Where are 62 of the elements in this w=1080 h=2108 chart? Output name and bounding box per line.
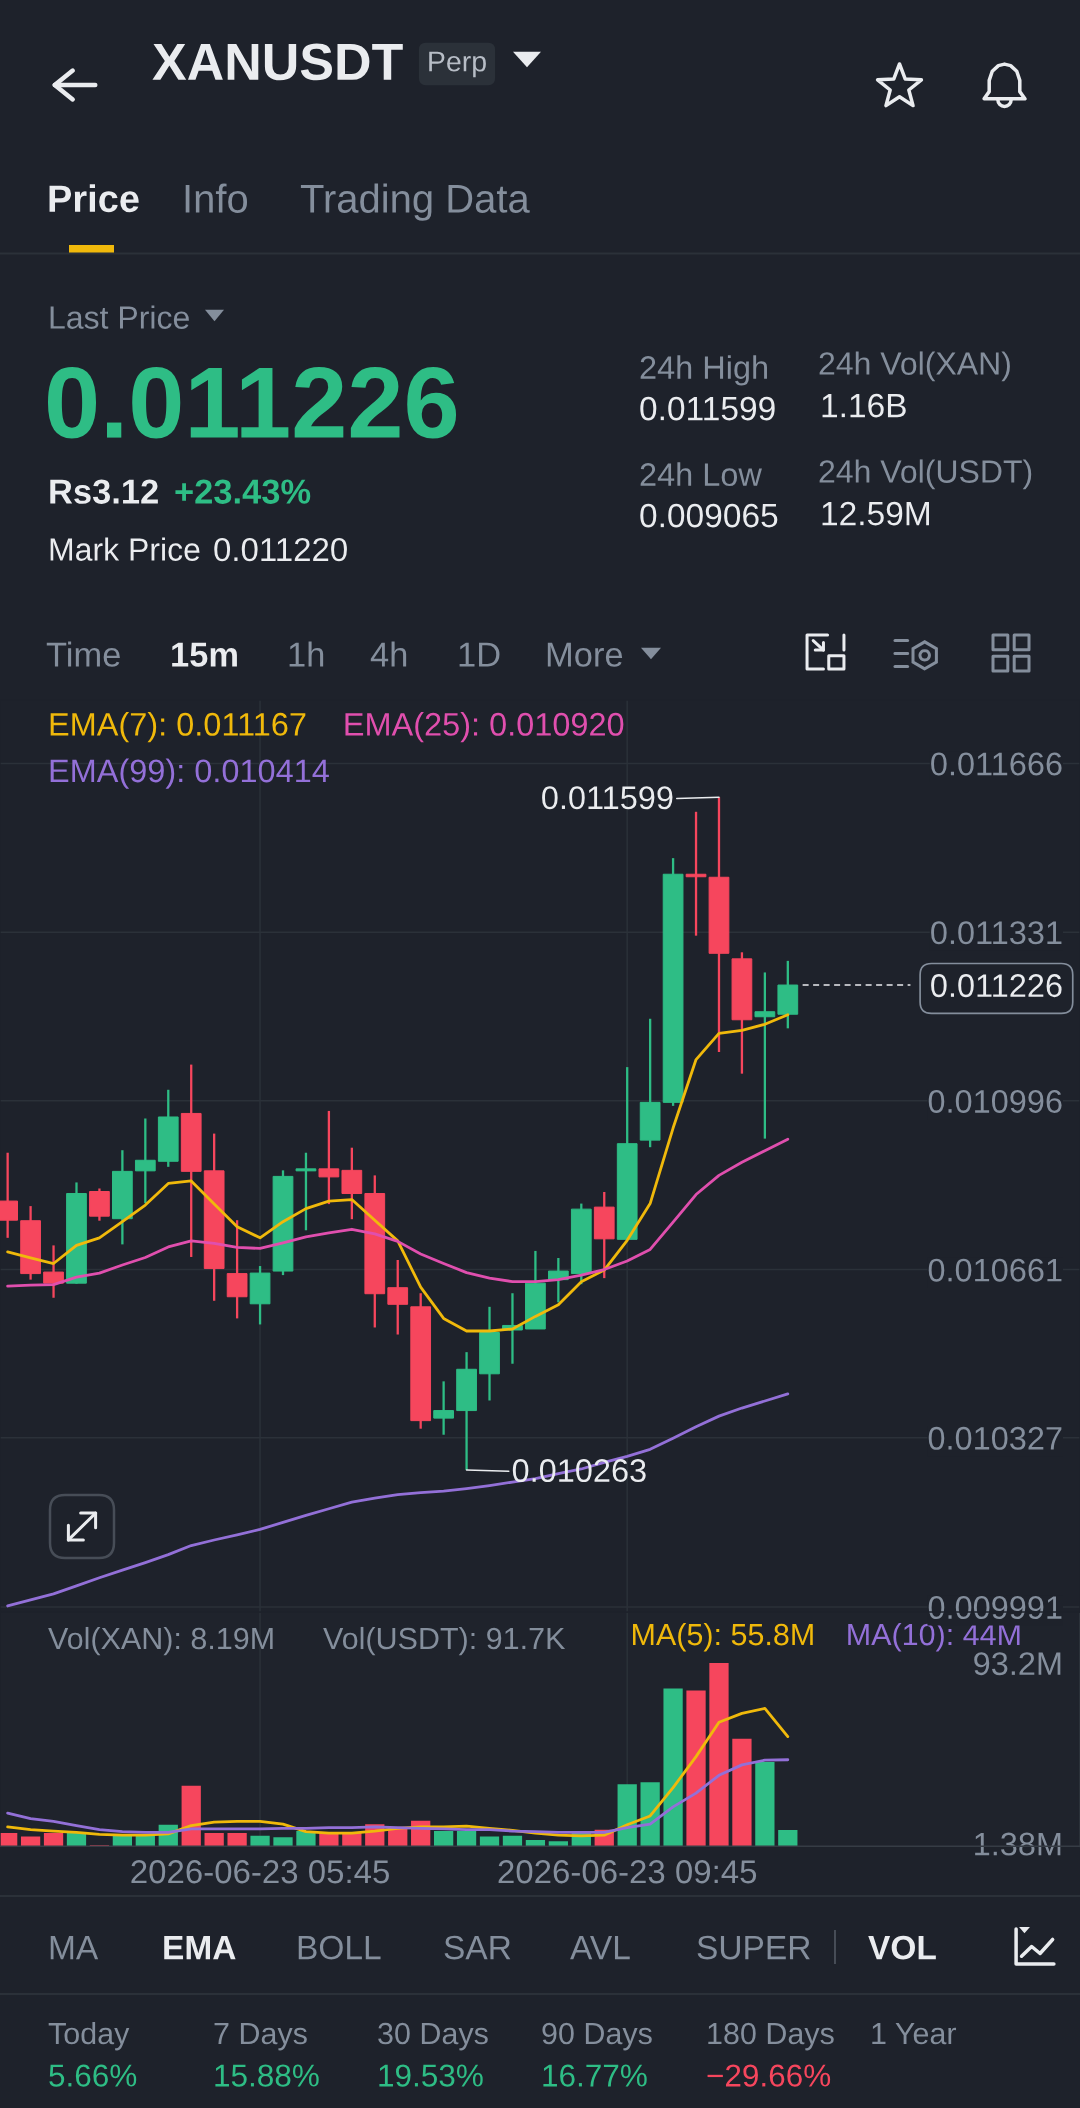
text: 0.011599 — [640, 396, 775, 421]
y-tick-label: 1.38M — [975, 1832, 1061, 1856]
text: 15.88% — [215, 2064, 319, 2087]
text: Price — [49, 184, 139, 213]
y-tick-label: 0.011331 — [931, 921, 1062, 945]
y-tick-label: 0.009991 — [928, 1596, 1062, 1620]
text: 1D — [459, 642, 500, 667]
text: 19.53% — [379, 2064, 483, 2087]
text: MA — [50, 1936, 99, 1960]
text: More — [547, 642, 623, 667]
text: 30 Days — [378, 2022, 488, 2051]
text: VOL — [868, 1935, 936, 1960]
y-tick-label: 0.010661 — [928, 1258, 1062, 1282]
text: 1.16B — [822, 393, 906, 418]
annotation: Vol(XAN): 8.19M — [48, 1626, 273, 1656]
text: 180 Days — [708, 2022, 834, 2051]
text: 1 Year — [872, 2023, 957, 2045]
text: XANUSDT — [152, 43, 403, 81]
text: 24h Vol(XAN) — [819, 351, 1010, 382]
annotation: Vol(USDT): 91.7K — [323, 1626, 566, 1656]
y-tick-label: 0.010996 — [928, 1089, 1062, 1113]
ref-line-label: 0.011226 — [931, 974, 1062, 998]
text: 4h — [370, 641, 407, 667]
text: 90 Days — [542, 2022, 652, 2051]
text: 12.59M — [822, 501, 929, 526]
text: 0.011220 — [214, 537, 347, 562]
text: Last Price — [50, 305, 189, 329]
text: Mark Price — [50, 537, 200, 561]
text: BOLL — [298, 1935, 381, 1960]
x-tick-label: 2026-06-23 09:45 — [498, 1860, 757, 1884]
text: EMA — [164, 1936, 236, 1960]
y-tick-label: 0.011666 — [931, 752, 1062, 776]
text: 24h Low — [640, 462, 762, 487]
text: 15m — [172, 642, 237, 667]
text: Time — [46, 641, 120, 667]
text: Info — [185, 183, 248, 213]
y-tick-label: 0.010327 — [928, 1426, 1062, 1450]
text: 0.009065 — [640, 503, 778, 528]
text: SUPER — [697, 1935, 810, 1960]
text: EMA(25): 0.010920 — [345, 712, 624, 743]
text: 5.66% — [49, 2064, 137, 2087]
text: EMA(99): 0.010414 — [50, 758, 329, 789]
text: 24h High — [640, 355, 767, 386]
text: −29.66% — [707, 2064, 831, 2087]
y-tick-label: 93.2M — [974, 1652, 1061, 1676]
text: Perp — [429, 51, 486, 78]
text: 7 Days — [214, 2023, 307, 2051]
text: EMA(7): 0.011167 — [50, 712, 306, 743]
text: Trading Data — [300, 183, 530, 221]
text: MA(10): 44M — [848, 1623, 1020, 1652]
text: AVL — [570, 1936, 630, 1960]
text: Rs3.12 — [50, 479, 158, 504]
text: 24h Vol(USDT) — [819, 459, 1032, 490]
text: 1h — [289, 641, 324, 667]
text: SAR — [444, 1935, 511, 1960]
x-tick-label: 2026-06-23 05:45 — [131, 1860, 389, 1884]
annotation: 0.011599 — [542, 786, 673, 810]
text: MA(5): 55.8M — [633, 1623, 813, 1652]
text: +23.43% — [175, 479, 311, 504]
text: Today — [48, 2021, 130, 2051]
text: 0.011226 — [47, 367, 457, 439]
text: 16.77% — [543, 2064, 647, 2087]
